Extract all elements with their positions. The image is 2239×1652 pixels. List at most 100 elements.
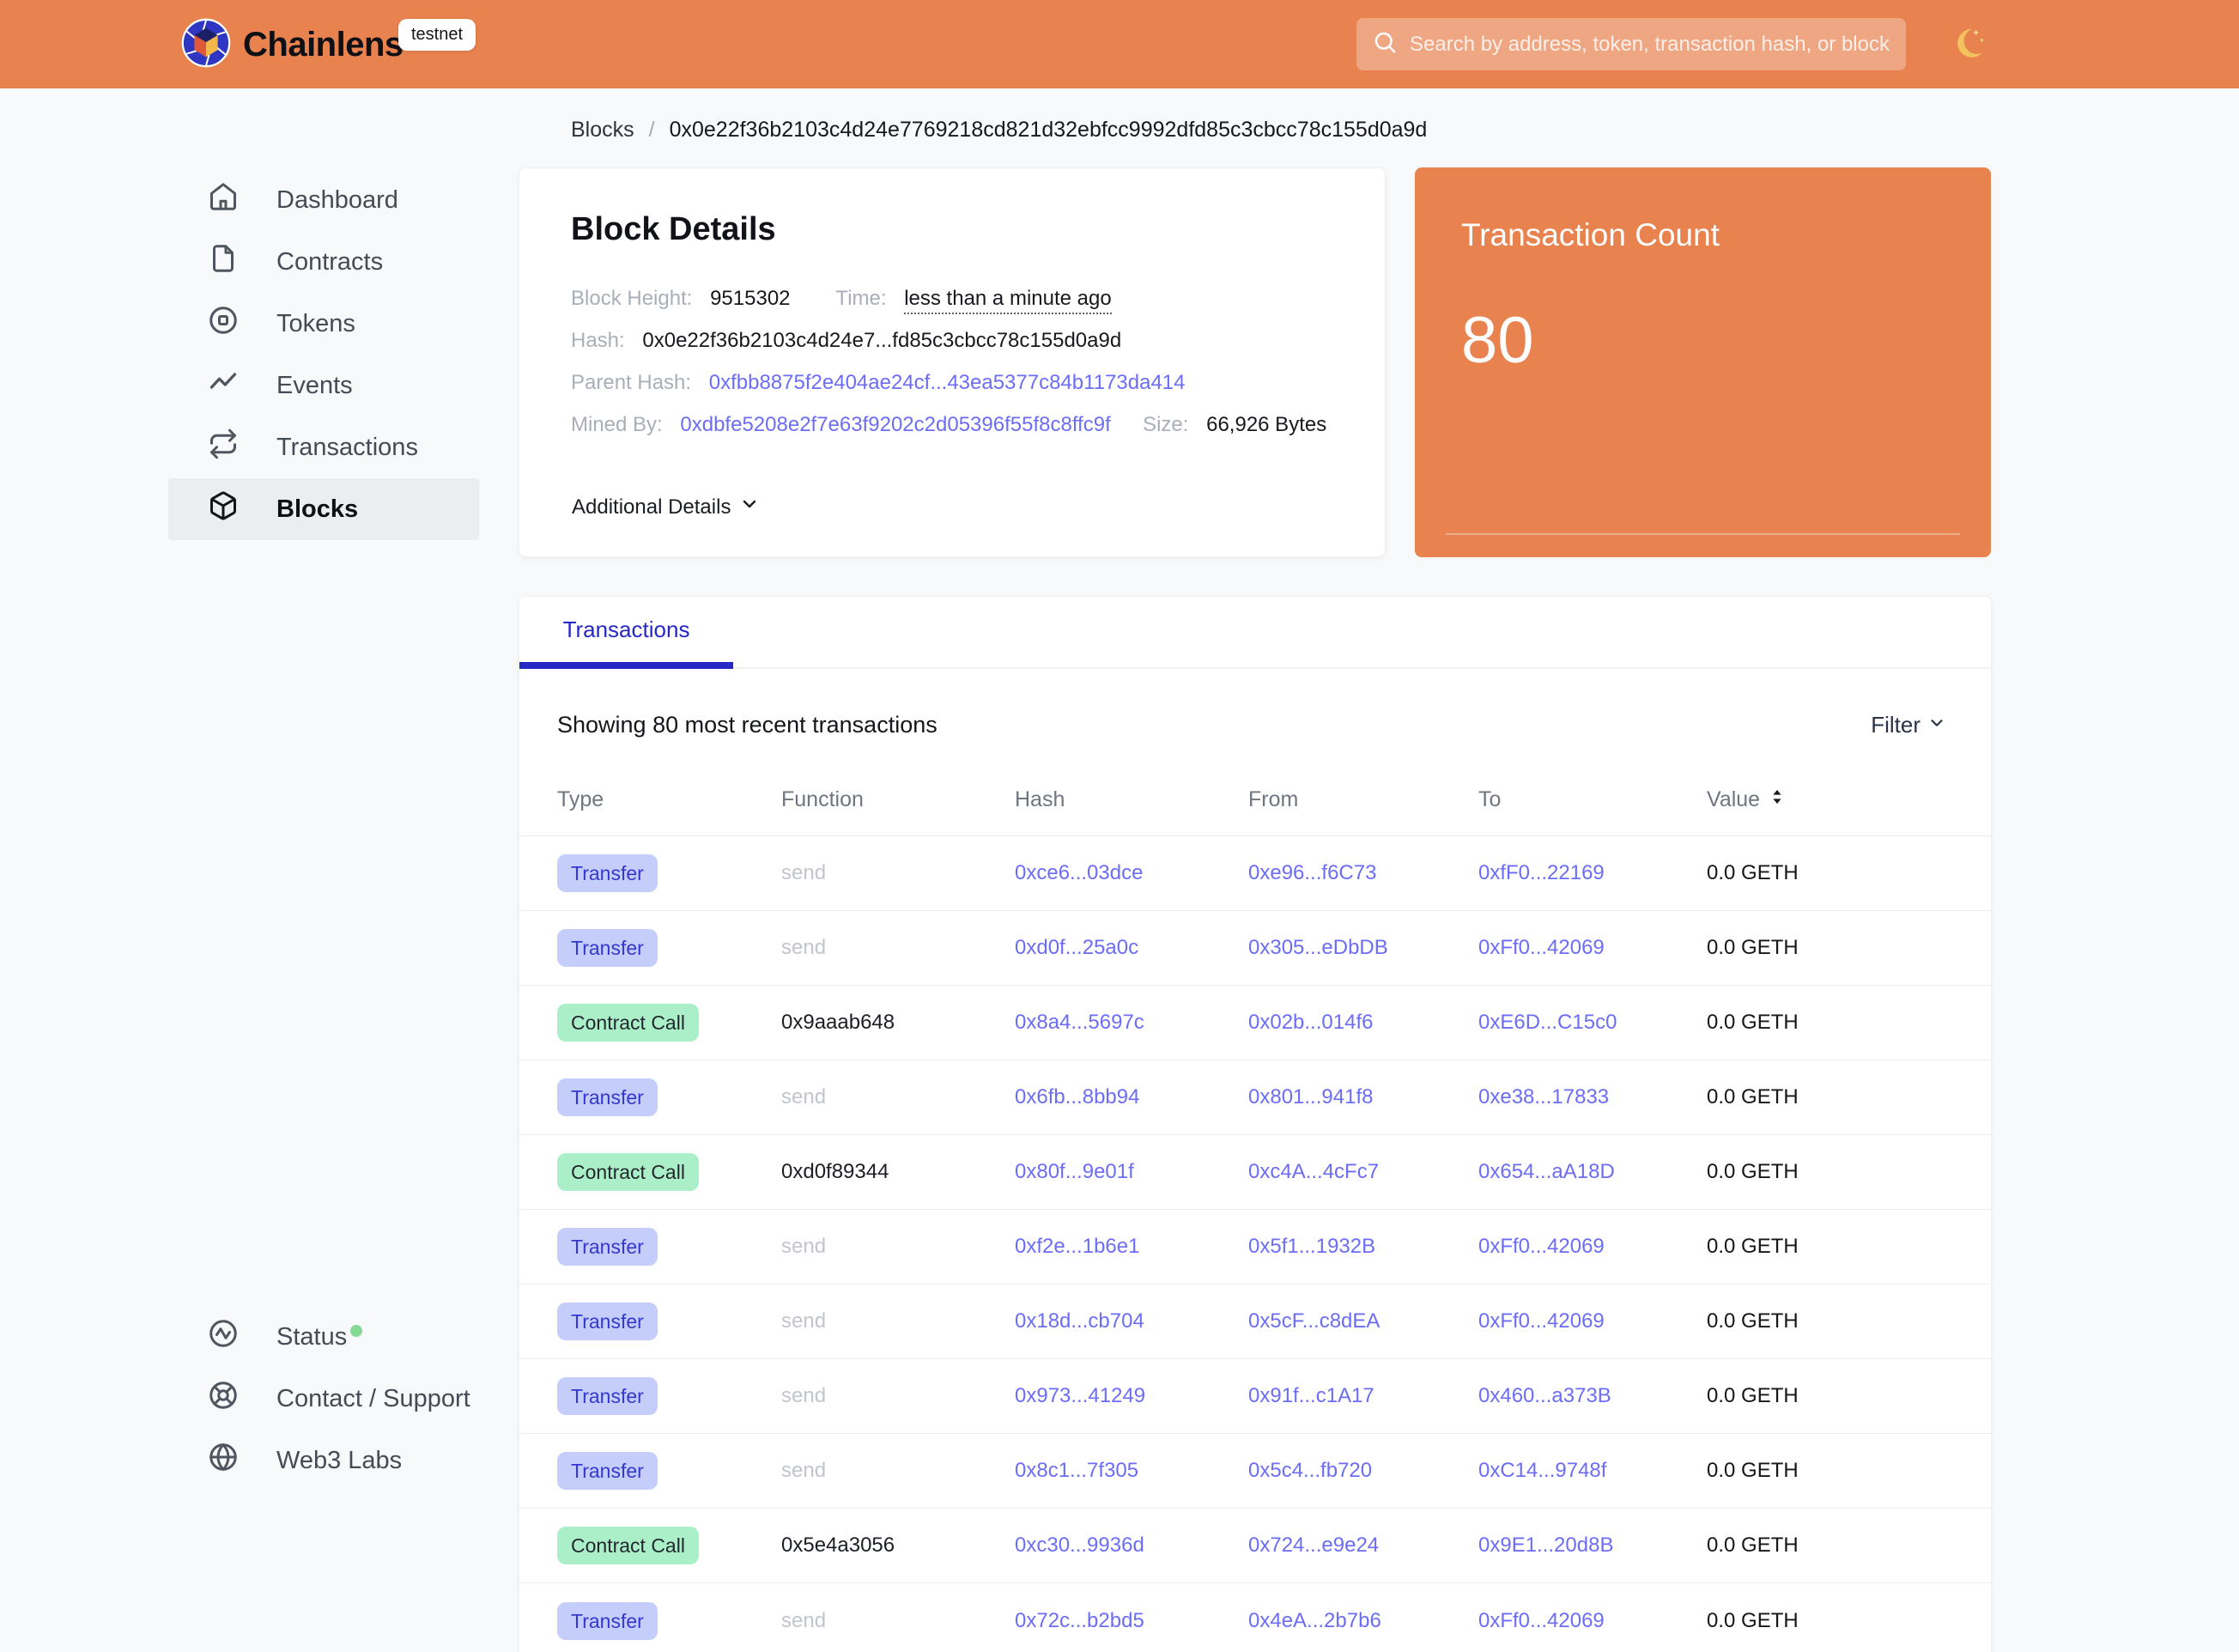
- breadcrumb: Blocks / 0x0e22f36b2103c4d24e7769218cd82…: [571, 118, 1427, 143]
- search-input[interactable]: [1410, 32, 1890, 57]
- function-cell: 0xd0f89344: [781, 1160, 889, 1183]
- sidebar-item-label: Blocks: [276, 495, 359, 523]
- value-cell: 0.0 GETH: [1707, 1085, 1799, 1108]
- table-header-row: Type Function Hash From To Value: [519, 787, 1991, 836]
- brand-name: Chainlens: [243, 26, 404, 64]
- from-link[interactable]: 0xc4A...4cFc7: [1248, 1160, 1380, 1183]
- home-icon: [208, 181, 239, 219]
- from-link[interactable]: 0x5f1...1932B: [1248, 1235, 1376, 1258]
- sort-icon: [1767, 787, 1787, 813]
- to-link[interactable]: 0xe38...17833: [1478, 1085, 1610, 1108]
- to-link[interactable]: 0xFf0...42069: [1478, 1235, 1605, 1258]
- hash-link[interactable]: 0x18d...cb704: [1015, 1309, 1144, 1333]
- breadcrumb-blocks-link[interactable]: Blocks: [571, 118, 634, 142]
- from-link[interactable]: 0x91f...c1A17: [1248, 1384, 1374, 1407]
- table-row: Transfer send 0x8c1...7f305 0x5c4...fb72…: [519, 1434, 1991, 1509]
- hash-link[interactable]: 0x8a4...5697c: [1015, 1011, 1144, 1034]
- table-row: Transfer send 0xf2e...1b6e1 0x5f1...1932…: [519, 1210, 1991, 1285]
- block-details-title: Block Details: [571, 211, 776, 247]
- repeat-icon: [208, 428, 239, 466]
- function-cell: 0x9aaab648: [781, 1011, 895, 1034]
- hash-link[interactable]: 0xf2e...1b6e1: [1015, 1235, 1140, 1258]
- to-link[interactable]: 0xFf0...42069: [1478, 936, 1605, 959]
- hash-value: 0x0e22f36b2103c4d24e7...fd85c3cbcc78c155…: [642, 329, 1122, 352]
- hash-link[interactable]: 0x8c1...7f305: [1015, 1459, 1139, 1482]
- to-link[interactable]: 0x460...a373B: [1478, 1384, 1611, 1407]
- tab-transactions[interactable]: Transactions: [519, 597, 733, 669]
- additional-details-toggle[interactable]: Additional Details: [572, 494, 760, 520]
- function-cell: send: [781, 936, 827, 959]
- mined-by-label: Mined By:: [571, 413, 663, 436]
- from-link[interactable]: 0x724...e9e24: [1248, 1534, 1380, 1557]
- table-row: Transfer send 0x6fb...8bb94 0x801...941f…: [519, 1060, 1991, 1135]
- hash-link[interactable]: 0xd0f...25a0c: [1015, 936, 1139, 959]
- globe-icon: [208, 1442, 239, 1479]
- block-height-row: Block Height: 9515302 Time: less than a …: [571, 286, 1333, 314]
- column-header-value[interactable]: Value: [1707, 787, 1946, 813]
- mined-by-link[interactable]: 0xdbfe5208e2f7e63f9202c2d05396f55f8c8ffc…: [680, 413, 1111, 436]
- value-cell: 0.0 GETH: [1707, 1309, 1799, 1333]
- type-badge: Transfer: [557, 1601, 658, 1640]
- block-height-value: 9515302: [710, 287, 791, 310]
- to-link[interactable]: 0xE6D...C15c0: [1478, 1011, 1617, 1034]
- to-link[interactable]: 0xfF0...22169: [1478, 861, 1605, 884]
- function-cell: send: [781, 861, 827, 884]
- from-link[interactable]: 0x305...eDbDB: [1248, 936, 1388, 959]
- size-value: 66,926 Bytes: [1206, 413, 1327, 436]
- sidebar-item-tokens[interactable]: Tokens: [168, 293, 479, 355]
- type-badge: Transfer: [557, 929, 658, 967]
- hash-link[interactable]: 0x80f...9e01f: [1015, 1160, 1134, 1183]
- cube-icon: [208, 490, 239, 528]
- sidebar-item-contracts[interactable]: Contracts: [168, 231, 479, 293]
- column-header-function: Function: [781, 787, 864, 811]
- from-link[interactable]: 0x5c4...fb720: [1248, 1459, 1373, 1482]
- type-badge: Contract Call: [557, 1527, 699, 1564]
- filter-button[interactable]: Filter: [1871, 712, 1946, 738]
- pulse-circle-icon: [208, 1318, 239, 1356]
- sidebar-item-status[interactable]: Status: [168, 1306, 479, 1368]
- sidebar-item-web3-labs[interactable]: Web3 Labs: [168, 1430, 479, 1491]
- table-row: Transfer send 0xd0f...25a0c 0x305...eDbD…: [519, 911, 1991, 986]
- function-cell: send: [781, 1309, 827, 1333]
- sidebar-item-dashboard[interactable]: Dashboard: [168, 169, 479, 231]
- table-row: Contract Call 0x9aaab648 0x8a4...5697c 0…: [519, 986, 1991, 1060]
- sidebar-item-events[interactable]: Events: [168, 355, 479, 416]
- search-bar[interactable]: [1356, 18, 1906, 70]
- type-badge: Transfer: [557, 1228, 658, 1266]
- table-body: Transfer send 0xce6...03dce 0xe96...f6C7…: [519, 836, 1991, 1652]
- from-link[interactable]: 0x02b...014f6: [1248, 1011, 1374, 1034]
- value-cell: 0.0 GETH: [1707, 1011, 1799, 1034]
- from-link[interactable]: 0x5cF...c8dEA: [1248, 1309, 1380, 1333]
- hash-link[interactable]: 0x973...41249: [1015, 1384, 1146, 1407]
- hash-link[interactable]: 0xc30...9936d: [1015, 1534, 1144, 1557]
- hash-row: Hash: 0x0e22f36b2103c4d24e7...fd85c3cbcc…: [571, 328, 1333, 354]
- transaction-count-value: 80: [1461, 304, 1534, 377]
- to-link[interactable]: 0x9E1...20d8B: [1478, 1534, 1614, 1557]
- to-link[interactable]: 0xC14...9748f: [1478, 1459, 1607, 1482]
- dark-mode-moon-icon[interactable]: [1945, 22, 1990, 67]
- sidebar-item-blocks[interactable]: Blocks: [168, 478, 479, 540]
- hash-link[interactable]: 0x72c...b2bd5: [1015, 1608, 1144, 1632]
- parent-hash-link[interactable]: 0xfbb8875f2e404ae24cf...43ea5377c84b1173…: [708, 371, 1186, 394]
- sidebar-nav: Dashboard Contracts Tokens Events: [168, 169, 479, 540]
- value-cell: 0.0 GETH: [1707, 1235, 1799, 1258]
- life-buoy-icon: [208, 1380, 239, 1418]
- hash-link[interactable]: 0xce6...03dce: [1015, 861, 1144, 884]
- sidebar-item-contact-support[interactable]: Contact / Support: [168, 1368, 479, 1430]
- hash-link[interactable]: 0x6fb...8bb94: [1015, 1085, 1140, 1108]
- to-link[interactable]: 0x654...aA18D: [1478, 1160, 1615, 1183]
- transactions-panel: Transactions Showing 80 most recent tran…: [519, 596, 1992, 1652]
- sidebar-item-transactions[interactable]: Transactions: [168, 416, 479, 478]
- from-link[interactable]: 0x4eA...2b7b6: [1248, 1608, 1381, 1632]
- from-link[interactable]: 0x801...941f8: [1248, 1085, 1374, 1108]
- to-link[interactable]: 0xFf0...42069: [1478, 1608, 1605, 1632]
- to-link[interactable]: 0xFf0...42069: [1478, 1309, 1605, 1333]
- from-link[interactable]: 0xe96...f6C73: [1248, 861, 1377, 884]
- table-controls: Showing 80 most recent transactions Filt…: [519, 712, 1991, 738]
- brand-logo[interactable]: Chainlens: [181, 18, 404, 72]
- transaction-count-title: Transaction Count: [1461, 217, 1720, 252]
- value-cell: 0.0 GETH: [1707, 936, 1799, 959]
- table-row: Transfer send 0xce6...03dce 0xe96...f6C7…: [519, 836, 1991, 911]
- type-badge: Contract Call: [557, 1153, 699, 1191]
- column-header-hash: Hash: [1015, 787, 1065, 811]
